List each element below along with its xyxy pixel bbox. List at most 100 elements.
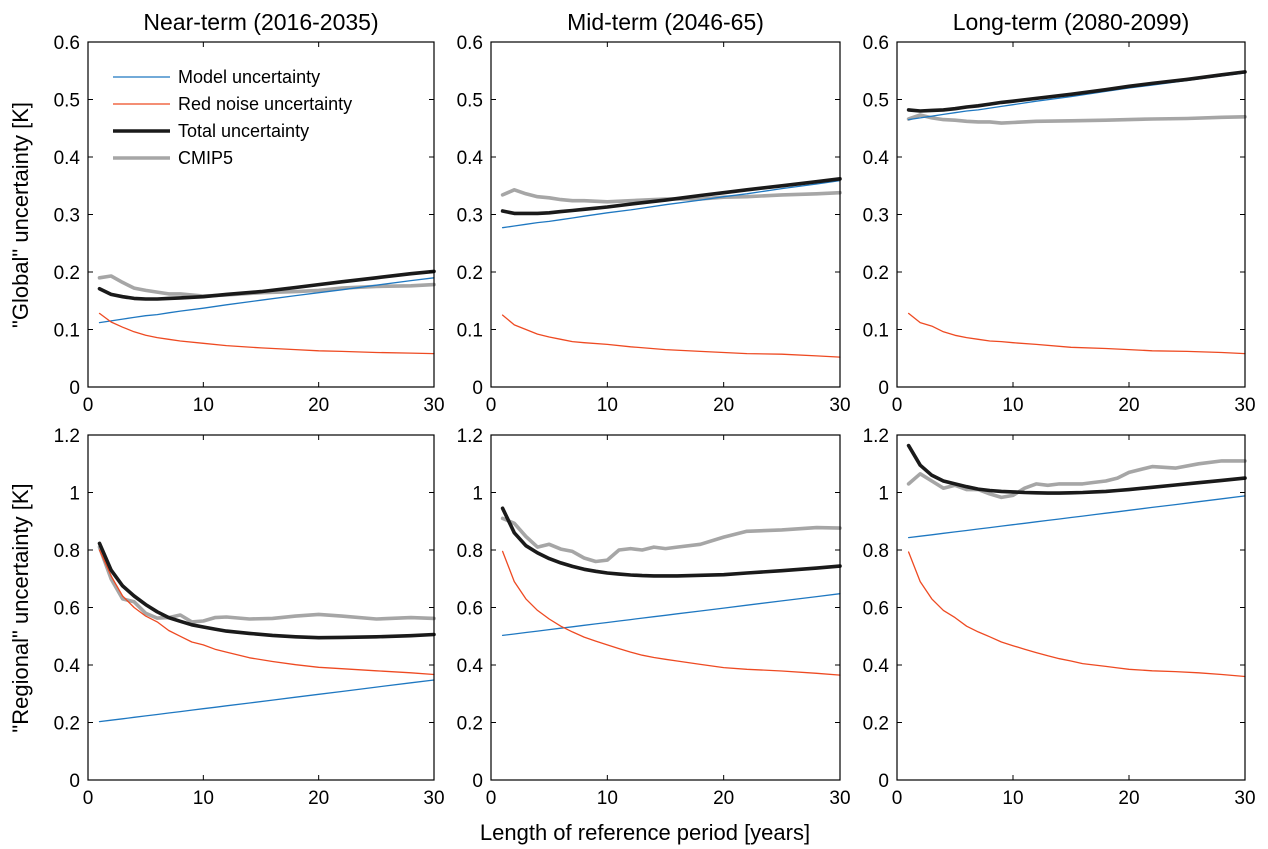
y-tick-label: 0.3 [54, 206, 80, 227]
x-tick-label: 30 [829, 395, 850, 416]
y-tick-label: 0 [472, 771, 483, 792]
y-tick-label: 1.2 [863, 426, 889, 447]
y-tick-label: 0.6 [54, 599, 80, 620]
x-axis-label: Length of reference period [years] [480, 820, 810, 845]
y-tick-label: 0.2 [54, 714, 80, 735]
legend: Model uncertainty Red noise uncertainty To… [113, 67, 352, 168]
x-tick-label: 30 [1234, 395, 1255, 416]
series-line-cmip5 [500, 188, 842, 204]
y-tick-label: 0.6 [863, 599, 889, 620]
series-line-cmip5 [97, 545, 436, 624]
y-tick-label: 0.4 [457, 656, 484, 677]
y-tick-label: 0.4 [863, 656, 890, 677]
series-line-model [98, 277, 435, 324]
y-tick-label: 0.5 [863, 91, 889, 112]
x-tick-label: 20 [713, 395, 734, 416]
series-line-red-noise [501, 314, 841, 358]
legend-label: Total uncertainty [178, 121, 309, 141]
x-tick-label: 10 [1002, 788, 1023, 809]
plot-frame [490, 434, 841, 781]
y-tick-label: 0 [878, 771, 889, 792]
series-line-red-noise [501, 550, 841, 676]
y-tick-label: 1 [69, 484, 80, 505]
legend-item-total: Total uncertainty [113, 121, 309, 141]
x-tick-label: 0 [83, 395, 94, 416]
y-tick-label: 0.4 [54, 148, 81, 169]
y-tick-label: 0.2 [457, 263, 483, 284]
y-tick-label: 0.2 [863, 714, 889, 735]
y-tick-label: 0.6 [457, 33, 483, 54]
y-axis-label-global: "Global" uncertainty [K] [8, 102, 33, 328]
legend-label: Model uncertainty [178, 67, 320, 87]
series-line-model [501, 179, 841, 229]
series-line-total [500, 177, 842, 216]
series-line-cmip5 [500, 516, 842, 564]
x-tick-label: 20 [713, 788, 734, 809]
x-tick-label: 30 [1234, 788, 1255, 809]
series-line-total [97, 541, 436, 640]
panel-title: Mid-term (2046-65) [567, 9, 764, 35]
y-tick-label: 0.6 [54, 33, 80, 54]
x-tick-label: 30 [423, 395, 444, 416]
y-tick-label: 0.4 [457, 148, 484, 169]
series-group [906, 443, 1247, 678]
x-tick-label: 10 [1002, 395, 1023, 416]
legend-item-red-noise: Red noise uncertainty [113, 94, 352, 114]
panel-1: Near-term (2016-2035) 0 0.1 0.2 0.3 0.4 0.5 0.6… [54, 9, 445, 416]
panel-title: Long-term (2080-2099) [953, 9, 1190, 35]
y-tick-label: 0.2 [457, 714, 483, 735]
legend-item-cmip5: CMIP5 [113, 148, 233, 168]
series-group [97, 541, 436, 723]
x-tick-label: 10 [597, 788, 618, 809]
y-tick-label: 0.8 [457, 541, 483, 562]
series-line-red-noise [98, 312, 435, 355]
y-tick-label: 0.2 [863, 263, 889, 284]
series-line-red-noise [907, 551, 1246, 678]
y-tick-label: 1 [878, 484, 889, 505]
y-tick-label: 0.6 [863, 33, 889, 54]
series-line-red-noise [907, 312, 1246, 355]
x-tick-label: 0 [486, 395, 497, 416]
y-tick-label: 0.1 [863, 321, 889, 342]
y-tick-label: 0.3 [457, 206, 483, 227]
x-tick-label: 10 [597, 395, 618, 416]
y-tick-label: 0.1 [457, 321, 483, 342]
y-tick-label: 0.5 [54, 91, 80, 112]
x-tick-label: 10 [193, 788, 214, 809]
y-tick-label: 1.2 [54, 426, 80, 447]
series-group [97, 269, 436, 355]
series-line-cmip5 [906, 113, 1247, 125]
y-tick-label: 0.5 [457, 91, 483, 112]
y-tick-label: 0.4 [54, 656, 81, 677]
series-group [906, 70, 1247, 355]
y-tick-label: 0 [472, 378, 483, 399]
legend-item-model: Model uncertainty [113, 67, 320, 87]
series-line-cmip5 [97, 274, 436, 298]
series-group [500, 506, 842, 676]
y-tick-label: 0 [878, 378, 889, 399]
y-axis-label-regional: "Regional" uncertainty [K] [8, 483, 33, 732]
y-tick-label: 0.1 [54, 321, 80, 342]
series-line-model [98, 679, 435, 723]
x-tick-label: 30 [829, 788, 850, 809]
y-tick-label: 0 [69, 378, 80, 399]
legend-label: CMIP5 [178, 148, 233, 168]
series-line-total [906, 70, 1247, 113]
y-tick-label: 0.6 [457, 599, 483, 620]
y-tick-label: 0.4 [863, 148, 890, 169]
panel-4: 0 0.2 0.4 0.6 0.8 1 1.2 0 10 20 30 [54, 426, 445, 809]
panel-3: Long-term (2080-2099) 0 0.1 0.2 0.3 0.4 0.5 0.6… [863, 9, 1256, 416]
x-tick-label: 0 [83, 788, 94, 809]
y-tick-label: 0.3 [863, 206, 889, 227]
x-tick-label: 20 [308, 395, 329, 416]
series-group [500, 177, 842, 358]
series-line-model [907, 495, 1246, 539]
y-tick-label: 0 [69, 771, 80, 792]
panel-6: 0 0.2 0.4 0.6 0.8 1 1.2 0 10 20 30 [863, 426, 1256, 809]
series-line-total [97, 269, 436, 301]
legend-label: Red noise uncertainty [178, 94, 352, 114]
y-tick-label: 0.8 [54, 541, 80, 562]
x-tick-label: 20 [1118, 788, 1139, 809]
y-tick-label: 0.8 [863, 541, 889, 562]
